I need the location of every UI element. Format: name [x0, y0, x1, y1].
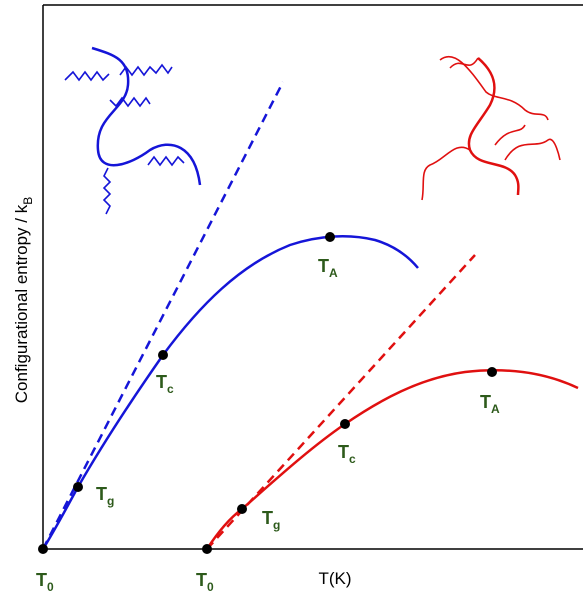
point — [237, 504, 247, 514]
point-label: T0 — [36, 570, 54, 594]
label-sub: 0 — [207, 580, 214, 594]
blue-dashed-line — [43, 82, 283, 549]
label-sub: g — [107, 494, 114, 508]
diagram: T(K) Configurational entropy / kB T0TgTc… — [0, 0, 583, 601]
label-sub: g — [273, 518, 280, 532]
label-main: T — [96, 484, 107, 504]
label-sub: c — [349, 452, 356, 466]
point-label: Tg — [96, 484, 114, 508]
point — [38, 544, 48, 554]
point-label: TA — [318, 256, 338, 280]
y-label-main: Configurational entropy / k — [12, 204, 31, 403]
x-axis-label: T(K) — [318, 569, 351, 588]
point-label: Tc — [156, 372, 174, 396]
point — [340, 419, 350, 429]
point-label: Tc — [338, 442, 356, 466]
y-label-sub: B — [21, 197, 35, 205]
point-label: T0 — [196, 570, 214, 594]
label-sub: c — [167, 382, 174, 396]
label-main: T — [262, 508, 273, 528]
point — [73, 482, 83, 492]
red-polymer — [422, 57, 560, 200]
label-main: T — [338, 442, 349, 462]
point — [487, 367, 497, 377]
label-main: T — [318, 256, 329, 276]
point — [325, 232, 335, 242]
label-sub: 0 — [47, 580, 54, 594]
blue-polymer — [65, 48, 200, 214]
point — [202, 544, 212, 554]
label-sub: A — [329, 266, 338, 280]
point — [158, 350, 168, 360]
label-main: T — [156, 372, 167, 392]
label-main: T — [196, 570, 207, 590]
label-sub: A — [491, 402, 500, 416]
point-label: Tg — [262, 508, 280, 532]
label-main: T — [36, 570, 47, 590]
y-axis-label: Configurational entropy / kB — [12, 197, 35, 403]
point-label: TA — [480, 392, 500, 416]
label-main: T — [480, 392, 491, 412]
